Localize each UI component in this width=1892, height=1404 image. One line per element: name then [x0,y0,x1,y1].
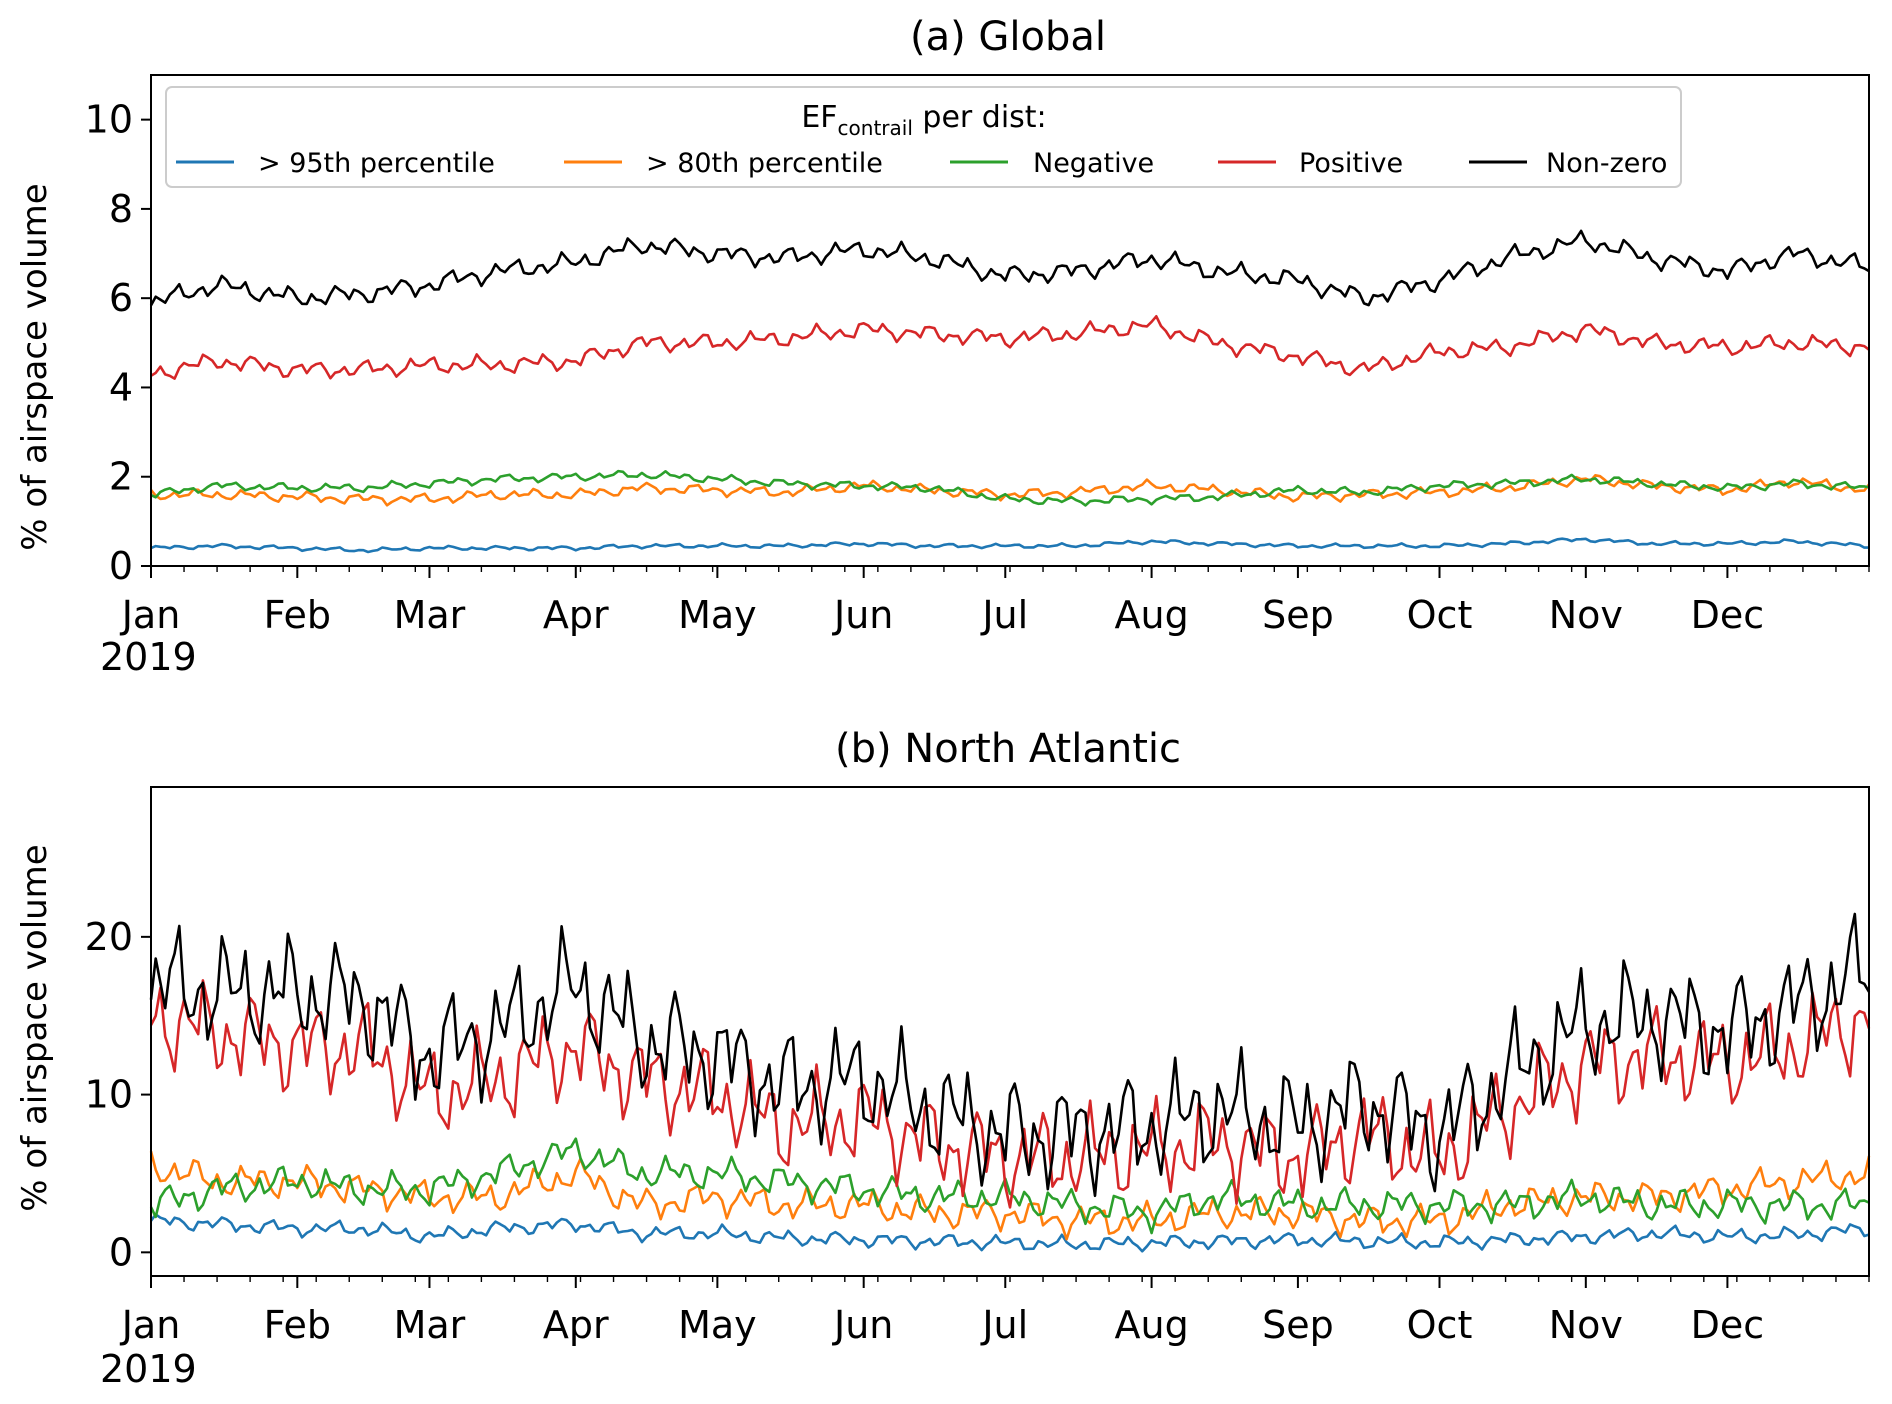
x-tick-label: Oct [1407,1303,1473,1347]
x-tick-label: Nov [1549,1303,1623,1347]
x-year-label: 2019 [100,1347,197,1391]
series-line [149,1150,1871,1241]
x-tick-label: Dec [1691,593,1765,637]
x-axis: Jan Feb Mar Apr May Jun Jul Aug Sep Oct Nov Dec [120,1276,1870,1347]
y-tick-label: 10 [85,98,133,142]
legend-label: Positive [1299,148,1403,179]
series-line [149,912,1871,1198]
series-layer [149,229,1871,554]
x-tick-label: Mar [394,1303,466,1347]
legend: EFcontrail per dist: > 95th percentile >… [165,86,1682,188]
y-tick-label: 20 [85,915,133,959]
x-tick-label: Apr [543,593,609,637]
series-line [149,229,1870,307]
x-tick-label: Dec [1691,1303,1765,1347]
x-axis: Jan Feb Mar Apr May Jun Jul Aug Sep Oct Nov Dec [120,566,1870,637]
x-tick-label: Oct [1407,593,1473,637]
legend-label: > 80th percentile [646,148,883,179]
x-tick-label: May [678,1303,757,1347]
legend-entry: > 80th percentile [564,148,883,179]
chart-title: (a) Global [910,14,1106,60]
y-axis: 0 10 20 [85,915,151,1274]
legend-label: Non-zero [1546,148,1667,179]
series-line [149,1137,1870,1235]
x-tick-label: Jul [980,1303,1028,1347]
series-line [150,537,1869,554]
y-tick-label: 2 [109,455,133,499]
legend-label: > 95th percentile [258,148,495,179]
panel-north-atlantic: (b) North Atlantic % of airspace volume … [15,726,1871,1391]
series-layer [149,912,1871,1253]
x-tick-label: Feb [264,593,331,637]
legend-title: EFcontrail per dist: [801,100,1046,140]
chart-title: (b) North Atlantic [835,726,1181,772]
legend-label: Negative [1033,148,1154,179]
legend-entry: Negative [950,148,1154,179]
series-line [149,1213,1870,1253]
legend-title-subscript: contrail [838,116,913,140]
x-tick-label: Aug [1114,593,1188,637]
x-tick-label: Jan [120,593,181,637]
legend-entry: Positive [1218,148,1403,179]
y-axis-label: % of airspace volume [15,183,55,550]
y-tick-label: 10 [85,1073,133,1117]
series-line [149,473,1871,507]
legend-title-main: EF [801,100,837,135]
legend-entry: Non-zero [1469,148,1667,179]
panel-global: (a) Global % of airspace volume 0246810 … [15,14,1871,679]
x-year-label: 2019 [100,635,197,679]
x-tick-label: Aug [1114,1303,1188,1347]
y-tick-label: 6 [109,276,133,320]
x-tick-label: Sep [1262,1303,1334,1347]
y-tick-label: 8 [109,187,133,231]
x-tick-label: Feb [264,1303,331,1347]
x-tick-label: May [678,593,757,637]
x-tick-label: Jul [980,593,1028,637]
series-line [149,979,1871,1209]
x-tick-label: Mar [394,593,466,637]
series-line [150,469,1870,507]
x-tick-label: Apr [543,1303,609,1347]
y-tick-label: 4 [109,365,133,409]
x-tick-label: Jun [832,1303,893,1347]
x-tick-label: Nov [1549,593,1623,637]
y-tick-label: 0 [109,1230,133,1274]
x-tick-label: Jun [832,593,893,637]
y-axis: 0 2 4 6 8 10 [85,98,151,588]
legend-box [165,86,1682,188]
series-line [150,314,1870,380]
x-tick-label: Sep [1262,593,1334,637]
y-tick-label: 0 [109,544,133,588]
x-tick-label: Jan [120,1303,181,1347]
y-axis-label: % of airspace volume [15,844,55,1211]
legend-entry: > 95th percentile [176,148,495,179]
legend-title-rest: per dist: [913,100,1047,135]
